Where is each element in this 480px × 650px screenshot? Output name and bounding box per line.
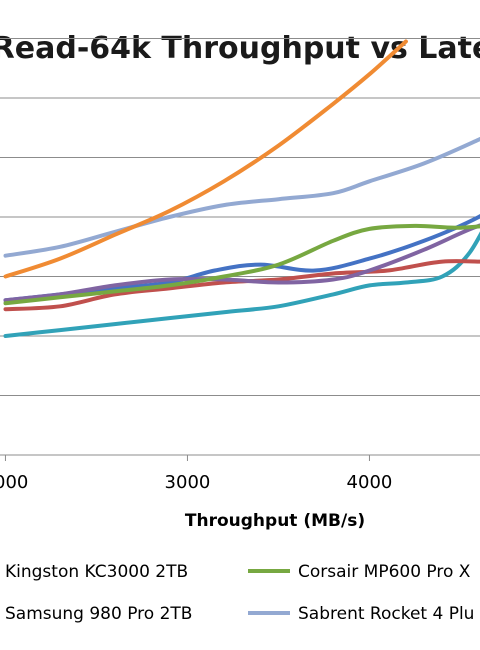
legend-label: Sabrent Rocket 4 Plu [298,604,474,624]
legend-label: Kingston KC3000 2TB [5,562,188,582]
series-line-6 [3,136,480,258]
legend: Kingston KC3000 2TB Corsair MP600 Pro X Sa… [5,562,474,624]
series-group [3,39,480,338]
series-line-1 [3,259,480,312]
x-axis-label: Throughput (MB/s) [185,511,365,531]
x-tick-label: 2000 [0,472,28,493]
x-axis-ticks: 2000 3000 4000 [0,455,392,493]
x-tick-label: 4000 [347,472,393,493]
series-line-2 [3,223,480,306]
series-line-0 [3,213,480,303]
legend-label: Samsung 980 Pro 2TB [5,604,192,624]
legend-label: Corsair MP600 Pro X [298,562,471,582]
series-line-5 [3,39,408,279]
grid [0,38,480,456]
chart-title: Read-64k Throughput vs Late [0,31,480,66]
x-tick-label: 3000 [165,472,211,493]
series-line-4 [3,231,480,338]
series-line-3 [3,223,480,303]
